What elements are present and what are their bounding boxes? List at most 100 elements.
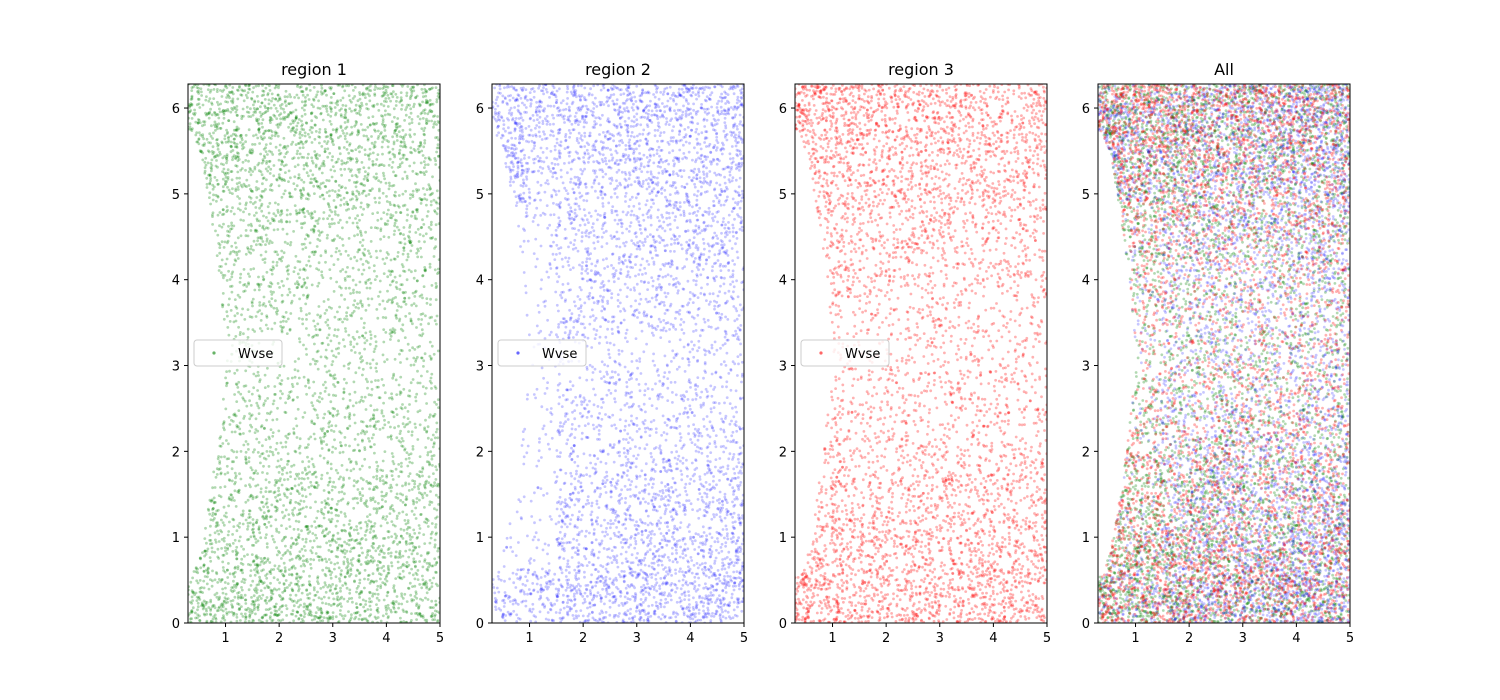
scatter-point [313,225,317,228]
scatter-point [310,457,314,461]
scatter-point [277,489,280,493]
scatter-point [412,276,416,280]
scatter-point [205,95,208,98]
scatter-point [216,547,220,551]
scatter-point [332,533,335,537]
scatter-point [423,542,427,545]
scatter-point [282,574,286,578]
scatter-point [288,220,292,224]
scatter-point [317,281,321,285]
scatter-point [352,303,355,307]
scatter-point [200,586,204,589]
scatter-point [391,410,395,414]
scatter-point [375,477,379,481]
scatter-point [415,279,419,283]
scatter-point [222,212,226,216]
scatter-point [378,572,381,576]
scatter-point [339,198,343,202]
scatter-point [305,525,309,528]
scatter-point [305,558,309,561]
scatter-point [430,457,434,461]
scatter-point [409,452,413,456]
scatter-point [196,121,200,125]
scatter-point [301,93,305,97]
scatter-point [343,298,347,301]
scatter-point [219,455,223,459]
scatter-point [256,163,260,167]
scatter-point [424,101,428,104]
scatter-point [339,114,343,118]
scatter-point [234,319,238,323]
scatter-point [385,200,389,203]
scatter-point [303,134,307,138]
scatter-point [432,441,436,445]
scatter-point [395,393,399,396]
scatter-point [278,286,281,289]
scatter-point [268,172,272,175]
scatter-point [399,576,402,580]
scatter-point [201,603,205,607]
scatter-point [312,105,315,109]
scatter-point [412,85,415,89]
scatter-point [309,169,312,173]
scatter-point [428,500,432,504]
scatter-point [368,99,372,103]
scatter-point [278,551,281,555]
scatter-point [425,561,429,565]
scatter-point [403,203,407,207]
scatter-point [407,268,411,272]
scatter-point [322,162,326,166]
scatter-point [350,596,354,600]
scatter-point [251,297,255,301]
scatter-point [418,423,422,427]
scatter-point [230,224,234,227]
scatter-point [312,586,316,590]
scatter-point [360,101,363,105]
scatter-point [318,316,322,319]
scatter-point [266,557,270,561]
scatter-point [420,87,424,91]
scatter-point [300,119,303,123]
scatter-point [270,327,274,331]
scatter-point [260,312,264,316]
scatter-point [394,190,397,194]
scatter-point [402,246,406,250]
scatter-point [410,89,414,93]
scatter-point [342,364,346,368]
scatter-point [351,190,355,194]
scatter-point [322,435,326,439]
scatter-point [191,576,195,580]
scatter-point [212,150,216,154]
scatter-point [437,146,440,150]
scatter-point [411,169,415,173]
scatter-point [249,466,253,469]
scatter-point [286,144,290,148]
scatter-point [255,401,259,405]
scatter-point [421,466,425,469]
scatter-point [261,125,264,129]
scatter-point [373,92,377,96]
scatter-point [289,546,293,549]
scatter-point [401,564,404,567]
scatter-point [247,537,251,541]
scatter-point [353,496,357,500]
scatter-point [353,255,356,259]
scatter-point [279,168,283,172]
scatter-point [256,100,260,103]
scatter-point [402,620,406,623]
scatter-point [349,340,353,344]
scatter-point [281,445,284,449]
scatter-point [421,578,425,582]
scatter-point [314,154,318,158]
scatter-point [408,403,411,406]
scatter-point [262,295,266,299]
scatter-point [357,366,361,370]
scatter-point [283,566,287,570]
scatter-point [314,593,318,597]
scatter-point [339,572,343,576]
scatter-point [435,515,439,519]
scatter-point [366,386,369,390]
scatter-point [282,492,286,496]
scatter-point [341,226,344,230]
scatter-point [323,412,327,416]
